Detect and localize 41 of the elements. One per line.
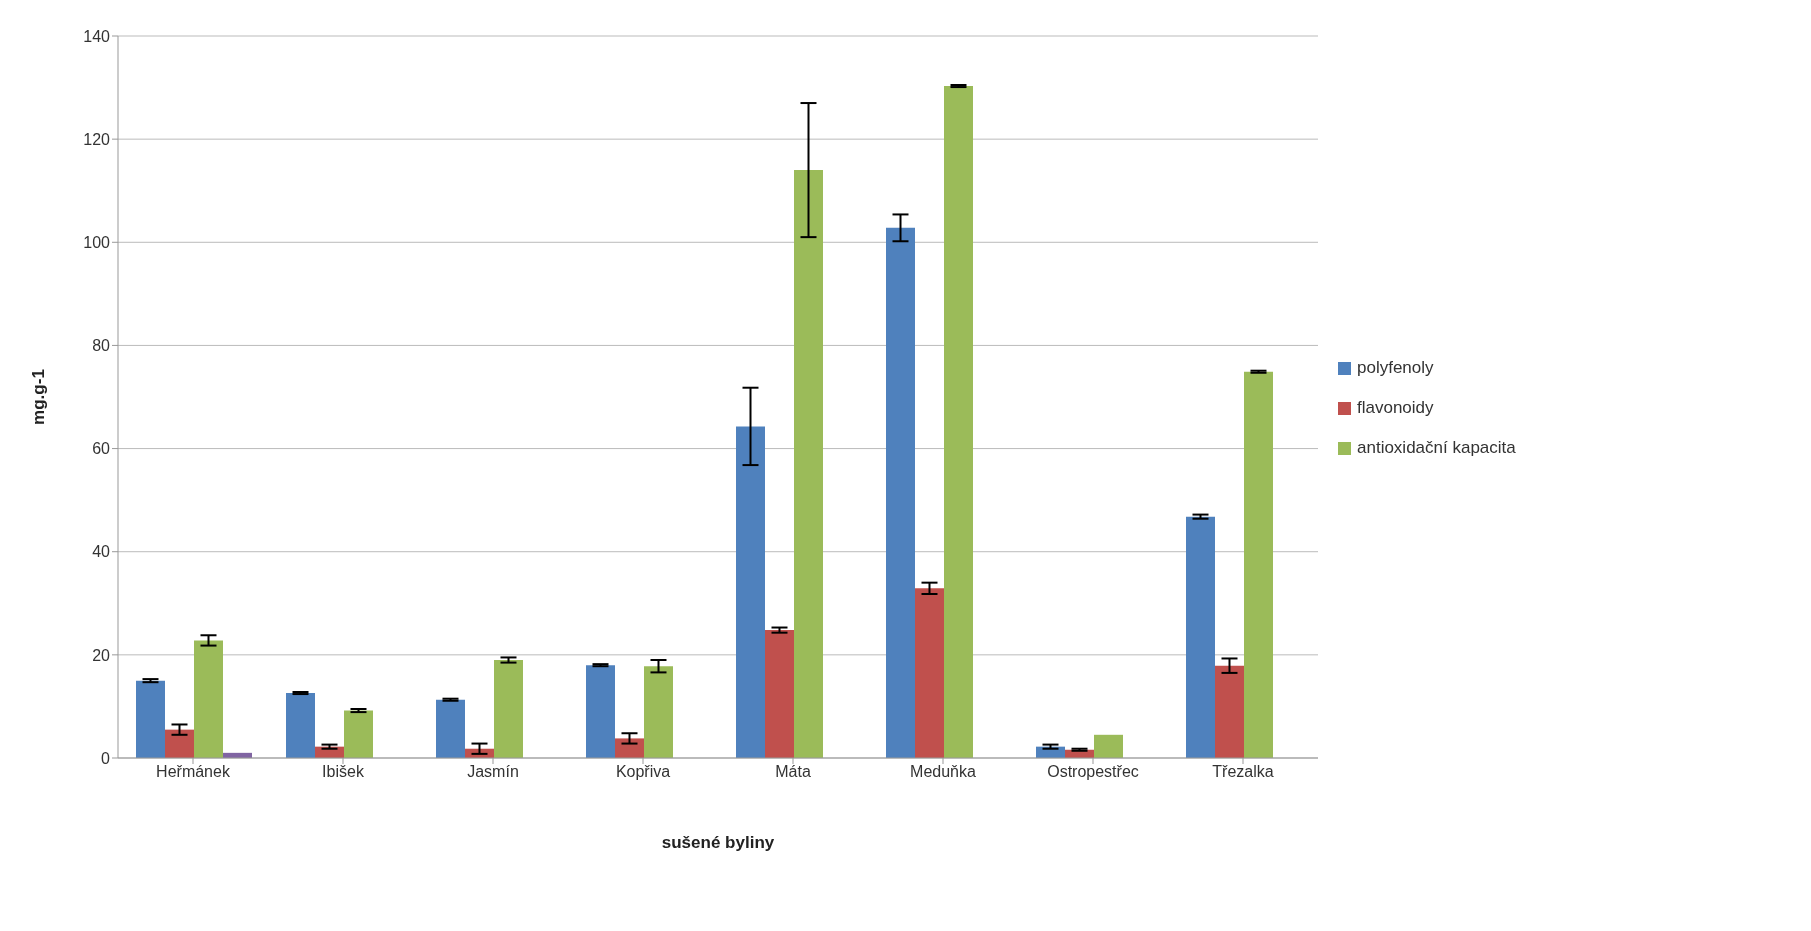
bar (944, 86, 973, 758)
y-tick-label: 60 (92, 440, 111, 458)
bar (886, 227, 915, 758)
legend-label: antioxidační kapacita (1357, 438, 1516, 458)
x-tick-label: Meduňka (910, 763, 977, 781)
bar (794, 170, 823, 758)
bar (165, 729, 194, 758)
bar (615, 738, 644, 758)
bar (344, 710, 373, 758)
y-tick-label: 120 (83, 130, 111, 148)
bar (436, 699, 465, 758)
bar (1186, 516, 1215, 758)
y-tick-label: 140 (83, 27, 111, 45)
bar (586, 665, 615, 758)
y-axis-title: mg.g-1 (29, 369, 49, 425)
y-tick-label: 0 (101, 749, 111, 767)
x-tick-label: Ostropestřec (1047, 763, 1139, 781)
x-axis-title: sušené byliny (661, 833, 775, 852)
x-tick-label: Máta (775, 763, 811, 781)
x-tick-label: Ibišek (322, 763, 365, 781)
x-tick-label: Heřmánek (156, 763, 231, 781)
bar (136, 680, 165, 758)
bar (1244, 371, 1273, 758)
legend-label: polyfenoly (1357, 358, 1434, 378)
y-tick-label: 100 (83, 233, 111, 251)
legend-label: flavonoidy (1357, 398, 1434, 418)
bar (1215, 665, 1244, 758)
bar (644, 666, 673, 758)
bar (494, 660, 523, 758)
bar (194, 640, 223, 758)
x-tick-label: Třezalka (1212, 763, 1274, 781)
x-tick-label: Kopřiva (615, 763, 671, 781)
y-tick-label: 20 (92, 646, 111, 664)
y-tick-label: 80 (92, 337, 111, 355)
bar (1094, 734, 1123, 758)
y-tick-label: 40 (92, 543, 111, 561)
bar (286, 693, 315, 758)
bar (765, 630, 794, 758)
x-tick-label: Jasmín (467, 763, 519, 781)
bar (736, 426, 765, 758)
bar (915, 588, 944, 758)
